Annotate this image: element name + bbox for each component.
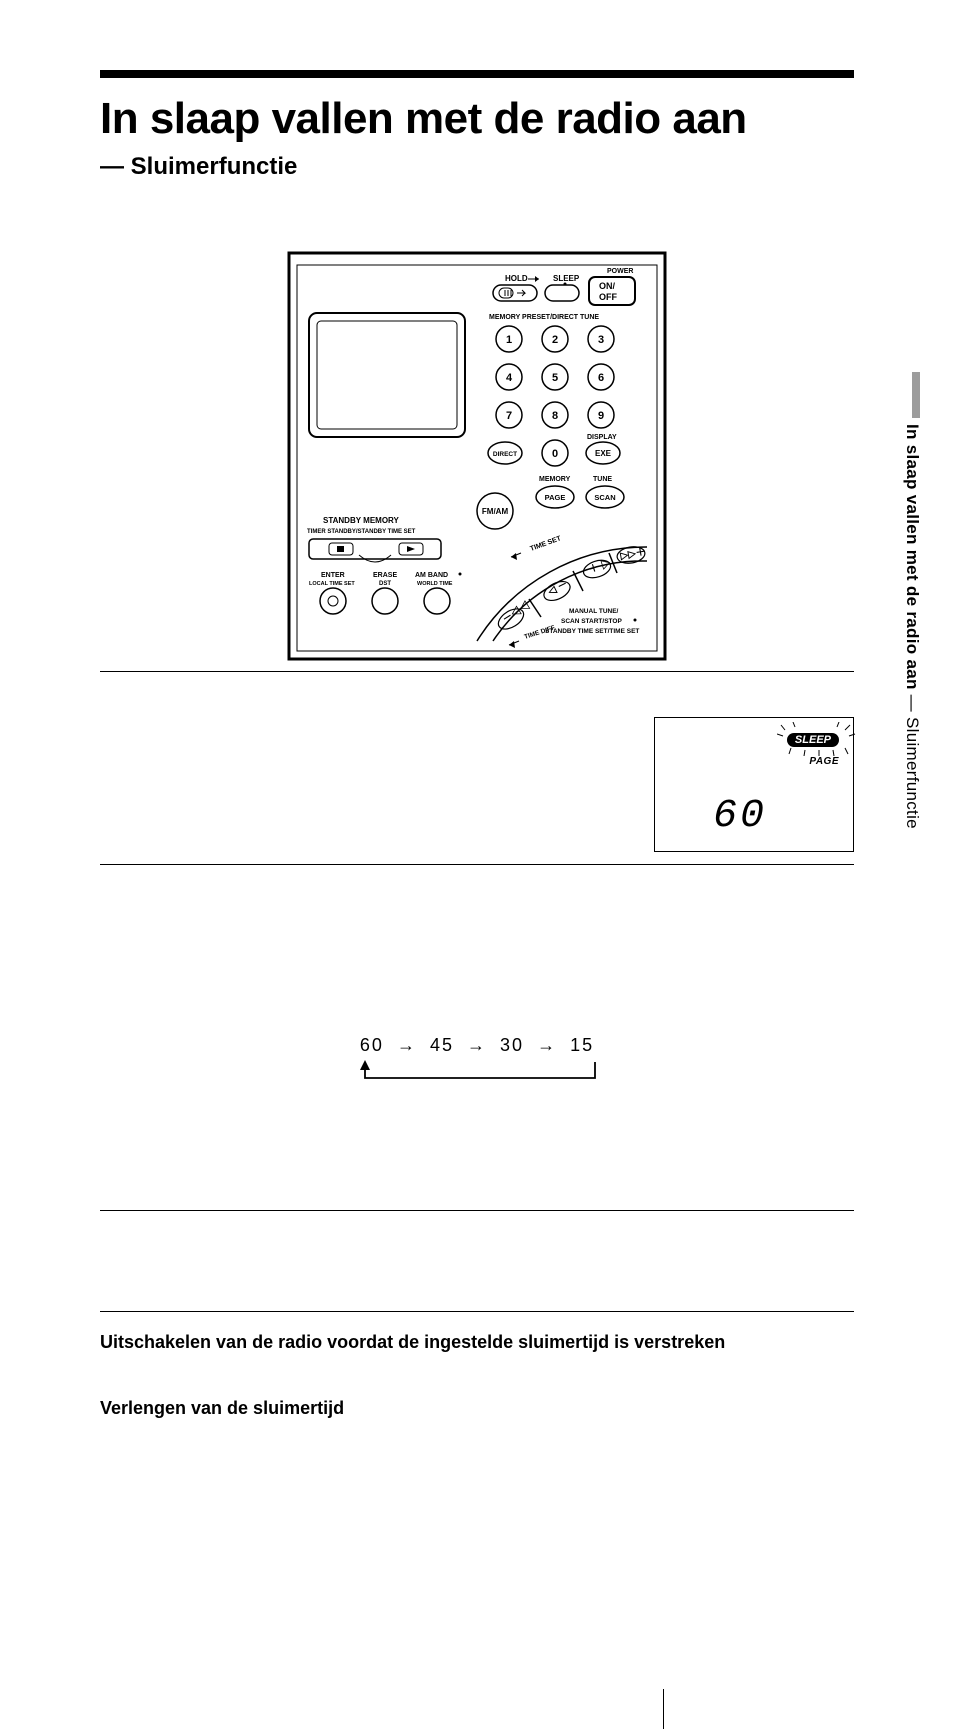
- tune-label: TUNE: [593, 476, 612, 483]
- local-time-label: LOCAL TIME SET: [309, 581, 355, 587]
- svg-text:－◁◁: －◁◁: [500, 599, 532, 625]
- keypad: 1 2 3 4 5 6 7 8 9 0: [496, 326, 614, 466]
- fmam-label: FM/AM: [482, 507, 509, 516]
- page-subtitle: — Sluimerfunctie: [100, 153, 854, 181]
- side-tab: In slaap vallen met de radio aan — Sluim…: [898, 372, 922, 829]
- side-grey-bar: [912, 372, 920, 418]
- standby-time-label: STANDBY TIME SET/TIME SET: [545, 628, 639, 635]
- svg-text:1: 1: [506, 334, 512, 346]
- world-time-label: WORLD TIME: [417, 581, 453, 587]
- display-label: DISPLAY: [587, 434, 617, 441]
- rule-under-lcd: [100, 864, 854, 865]
- hold-label: HOLD: [505, 274, 528, 283]
- svg-text:6: 6: [598, 372, 604, 384]
- lcd-page-label: PAGE: [809, 756, 839, 767]
- turn-off-heading: Uitschakelen van de radio voordat de ing…: [100, 1330, 854, 1354]
- sleep-indicator: SLEEP: [787, 730, 839, 748]
- memory-label: MEMORY: [539, 476, 571, 483]
- standby-mem-label: STANDBY MEMORY: [323, 516, 400, 525]
- mid-rule-1: [100, 1210, 854, 1211]
- rule-under-diagram: [100, 671, 854, 672]
- scan-label: SCAN: [594, 493, 615, 502]
- cycle-val-0: 60: [360, 1035, 384, 1055]
- svg-text:8: 8: [552, 410, 558, 422]
- exe-label: EXE: [595, 449, 612, 458]
- direct-label: DIRECT: [493, 451, 517, 458]
- svg-text:7: 7: [506, 410, 512, 422]
- side-text-rest: — Sluimerfunctie: [903, 690, 922, 829]
- scan-start-label: SCAN START/STOP: [561, 618, 622, 625]
- side-text: In slaap vallen met de radio aan — Sluim…: [902, 424, 922, 829]
- off-label: OFF: [599, 292, 617, 302]
- on-label: ON/: [599, 281, 616, 291]
- side-text-bold: In slaap vallen met de radio aan: [903, 424, 922, 690]
- svg-text:5: 5: [552, 372, 558, 384]
- mid-rule-2: [100, 1311, 854, 1313]
- keypad-header: MEMORY PRESET/DIRECT TUNE: [489, 314, 599, 321]
- timer-standby-label: TIMER STANDBY/STANDBY TIME SET: [307, 529, 416, 535]
- svg-text:4: 4: [506, 372, 513, 384]
- dst-label: DST: [379, 581, 391, 587]
- lcd-number: 60: [713, 794, 767, 839]
- svg-text:0: 0: [552, 448, 558, 460]
- erase-label: ERASE: [373, 572, 397, 579]
- loop-arrow: [347, 1060, 607, 1090]
- arrow-icon: →: [467, 1035, 487, 1055]
- top-rule: [100, 70, 854, 78]
- svg-text:3: 3: [598, 334, 604, 346]
- lcd-display: SLEEP PAGE 60: [654, 717, 854, 852]
- amband-label: AM BAND: [415, 572, 448, 579]
- arrow-icon: →: [397, 1035, 417, 1055]
- enter-label: ENTER: [321, 572, 345, 579]
- arrow-icon: →: [537, 1035, 557, 1055]
- sleep-cycle: 60 → 45 → 30 → 15: [100, 1035, 854, 1090]
- cycle-val-1: 45: [430, 1035, 454, 1055]
- extend-heading: Verlengen van de sluimertijd: [100, 1396, 854, 1420]
- svg-text:◁ －: ◁ －: [546, 578, 570, 597]
- manual-tune-label: MANUAL TUNE/: [569, 608, 619, 615]
- footer-tick: [663, 1689, 664, 1729]
- cycle-val-3: 15: [570, 1035, 594, 1055]
- time-set-label: TIME SET: [529, 535, 562, 553]
- svg-text:2: 2: [552, 334, 558, 346]
- sleep-label: SLEEP: [553, 274, 580, 283]
- power-label: POWER: [607, 268, 633, 275]
- cycle-val-2: 30: [500, 1035, 524, 1055]
- page-btn-label: PAGE: [545, 493, 566, 502]
- svg-text:9: 9: [598, 410, 604, 422]
- radio-diagram: HOLD SLEEP POWER ON/ OFF MEMORY PRESET/D…: [287, 251, 667, 661]
- page-title: In slaap vallen met de radio aan: [100, 94, 854, 145]
